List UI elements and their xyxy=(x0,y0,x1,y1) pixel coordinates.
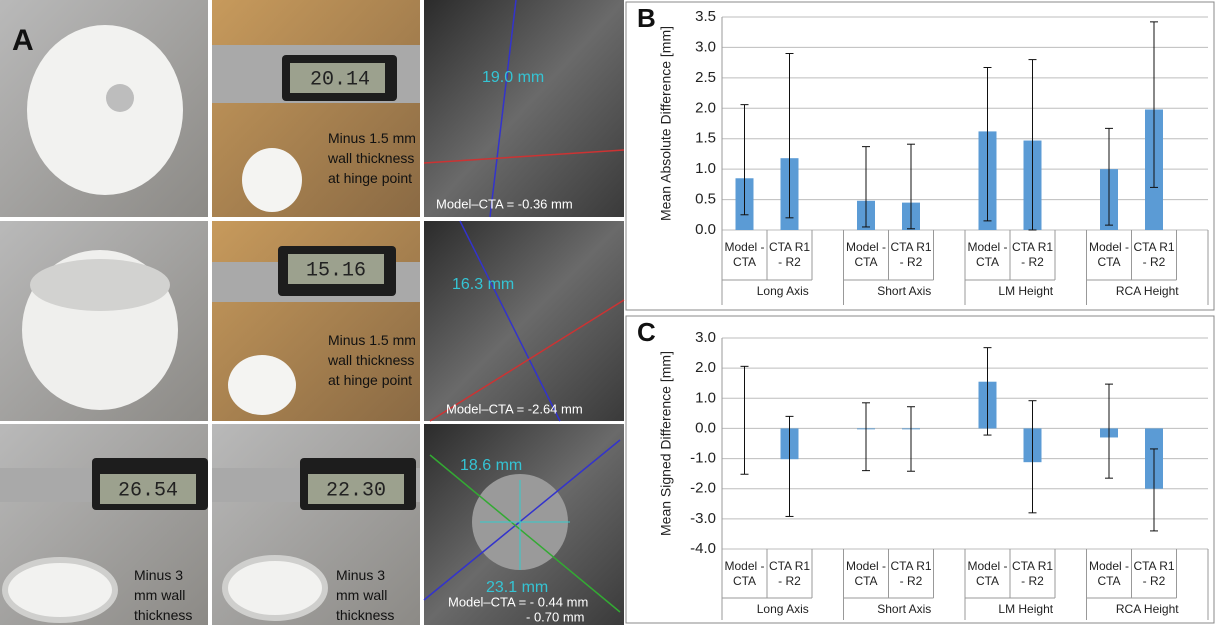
category-label: CTA R1 - R2 xyxy=(1010,240,1056,270)
ct-measure: 16.3 mm xyxy=(452,276,514,293)
model xyxy=(225,558,325,618)
ct-diff: - 0.70 mm xyxy=(526,609,585,624)
model xyxy=(228,355,296,415)
caption: Minus 3 mm wall thickness xyxy=(134,565,204,625)
group-label: LM Height xyxy=(998,602,1053,616)
category-label: Model - CTA xyxy=(1086,240,1132,270)
y-tick-label: 2.5 xyxy=(695,69,716,86)
model xyxy=(242,148,302,212)
ct-diff: Model–CTA = -2.64 mm xyxy=(446,401,583,416)
lcd-reading: 15.16 xyxy=(306,259,366,282)
category-label: CTA R1 - R2 xyxy=(1131,240,1177,270)
panel-label: A xyxy=(12,24,34,57)
lcd-reading: 26.54 xyxy=(118,479,178,502)
group-label: Short Axis xyxy=(877,602,931,616)
group-label: Long Axis xyxy=(757,284,809,298)
ct-measure: 19.0 mm xyxy=(482,69,544,86)
photo-grid xyxy=(0,0,624,625)
lcd-reading: 22.30 xyxy=(326,479,386,502)
panel-label: B xyxy=(637,3,656,33)
category-label: Model - CTA xyxy=(965,240,1011,270)
category-label: CTA R1 - R2 xyxy=(1010,559,1056,589)
category-label: CTA R1 - R2 xyxy=(767,240,813,270)
lcd-reading: 20.14 xyxy=(310,68,370,91)
caption: Minus 1.5 mm wall thickness at hinge poi… xyxy=(328,128,416,188)
category-label: CTA R1 - R2 xyxy=(1131,559,1177,589)
category-label: Model - CTA xyxy=(843,240,889,270)
y-tick-label: 0.0 xyxy=(695,419,716,436)
y-tick-label: 0.0 xyxy=(695,221,716,238)
y-tick-label: 0.5 xyxy=(695,191,716,208)
ct-diff: Model–CTA = -0.36 mm xyxy=(436,196,573,211)
y-tick-label: -2.0 xyxy=(690,480,716,497)
ct-image xyxy=(424,221,624,421)
y-tick-label: 3.0 xyxy=(695,38,716,55)
y-tick-label: 1.0 xyxy=(695,389,716,406)
panel-label: C xyxy=(637,317,656,347)
category-label: Model - CTA xyxy=(965,559,1011,589)
category-label: CTA R1 - R2 xyxy=(888,559,934,589)
hole xyxy=(106,84,134,112)
group-label: RCA Height xyxy=(1116,284,1179,298)
y-tick-label: 1.0 xyxy=(695,160,716,177)
figure-svg: A 20.14 15.16 26.54 22.30 19.0 mm Model–… xyxy=(0,0,1216,625)
caption: Minus 1.5 mm wall thickness at hinge poi… xyxy=(328,330,416,390)
figure: A 20.14 15.16 26.54 22.30 19.0 mm Model–… xyxy=(0,0,1216,625)
category-label: Model - CTA xyxy=(722,240,768,270)
caption: Minus 3 mm wall thickness xyxy=(336,565,406,625)
ct-diff: Model–CTA = - 0.44 mm xyxy=(448,594,588,609)
y-axis-title: Mean Signed Difference [mm] xyxy=(658,351,674,536)
y-tick-label: 3.5 xyxy=(695,8,716,25)
category-label: Model - CTA xyxy=(1086,559,1132,589)
category-label: CTA R1 - R2 xyxy=(767,559,813,589)
ct-image xyxy=(424,0,624,217)
group-label: Short Axis xyxy=(877,284,931,298)
category-label: CTA R1 - R2 xyxy=(888,240,934,270)
y-tick-label: 2.0 xyxy=(695,359,716,376)
model-rim xyxy=(30,259,170,311)
model xyxy=(27,25,183,195)
y-tick-label: -3.0 xyxy=(690,510,716,527)
y-tick-label: 1.5 xyxy=(695,130,716,147)
y-tick-label: 2.0 xyxy=(695,99,716,116)
group-label: LM Height xyxy=(998,284,1053,298)
model xyxy=(5,560,115,620)
y-tick-label: -1.0 xyxy=(690,450,716,467)
y-tick-label: -4.0 xyxy=(690,540,716,557)
category-label: Model - CTA xyxy=(843,559,889,589)
y-axis-title: Mean Absolute Difference [mm] xyxy=(658,26,674,221)
group-label: RCA Height xyxy=(1116,602,1179,616)
y-tick-label: 3.0 xyxy=(695,329,716,346)
group-label: Long Axis xyxy=(757,602,809,616)
ct-measure: 18.6 mm xyxy=(460,457,522,474)
category-label: Model - CTA xyxy=(722,559,768,589)
